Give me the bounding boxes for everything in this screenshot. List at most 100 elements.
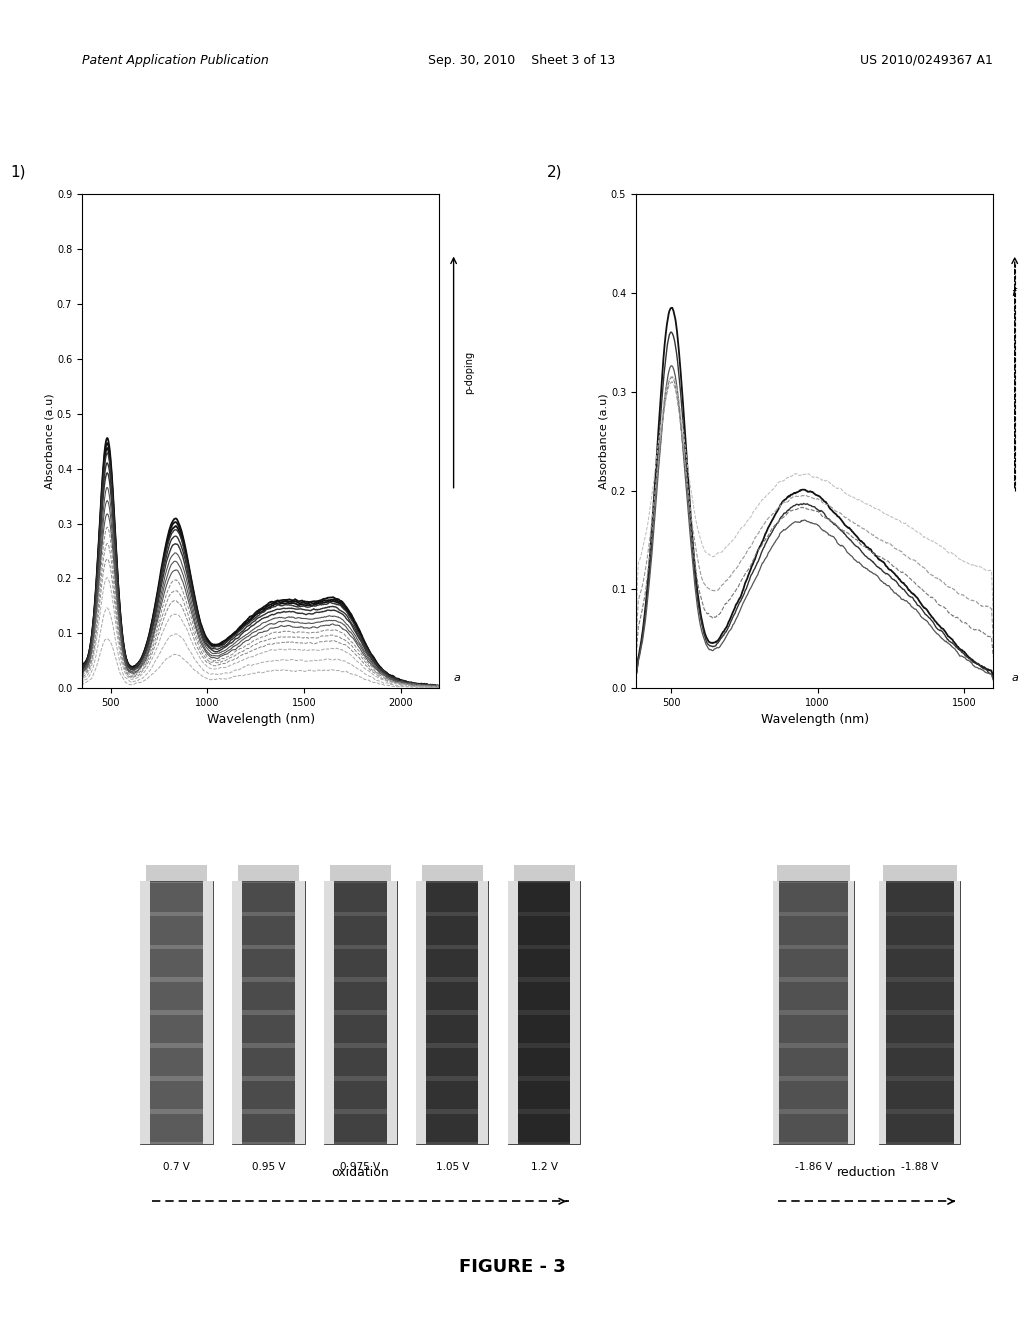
Text: oxidation: oxidation — [332, 1167, 389, 1179]
Bar — [330, 883, 391, 912]
Bar — [422, 916, 483, 945]
Bar — [883, 949, 956, 977]
X-axis label: Wavelength (nm): Wavelength (nm) — [207, 714, 314, 726]
Bar — [422, 1015, 483, 1043]
Y-axis label: Absorbance (a.u): Absorbance (a.u) — [598, 393, 608, 490]
Bar — [514, 1114, 574, 1142]
X-axis label: Wavelength (nm): Wavelength (nm) — [761, 714, 868, 726]
Bar — [773, 880, 854, 1144]
Bar — [238, 866, 299, 880]
Bar — [238, 1081, 299, 1109]
Bar — [232, 880, 305, 1144]
Bar — [325, 880, 396, 1144]
Bar — [883, 916, 956, 945]
Text: US 2010/0249367 A1: US 2010/0249367 A1 — [860, 54, 993, 67]
Bar — [883, 1081, 956, 1109]
Bar — [238, 1114, 299, 1142]
Text: 0.7 V: 0.7 V — [163, 1162, 190, 1172]
Bar — [777, 1048, 850, 1076]
Bar — [203, 880, 213, 1144]
Bar — [422, 1081, 483, 1109]
Bar — [883, 866, 956, 880]
Bar — [238, 916, 299, 945]
Bar — [330, 1015, 391, 1043]
Bar — [880, 880, 886, 1144]
Bar — [777, 1081, 850, 1109]
Bar — [416, 880, 488, 1144]
Text: FIGURE - 3: FIGURE - 3 — [459, 1258, 565, 1276]
Text: a: a — [1011, 673, 1018, 684]
Bar — [146, 982, 207, 1010]
Bar — [422, 866, 483, 880]
Text: 0.975 V: 0.975 V — [340, 1162, 381, 1172]
Bar — [238, 1015, 299, 1043]
Bar — [570, 880, 581, 1144]
Bar — [330, 982, 391, 1010]
Bar — [514, 866, 574, 880]
Bar — [880, 880, 961, 1144]
Text: -1.88 V: -1.88 V — [901, 1162, 939, 1172]
Y-axis label: Absorbance (a.u): Absorbance (a.u) — [44, 393, 54, 490]
Bar — [330, 1114, 391, 1142]
Bar — [883, 1048, 956, 1076]
Bar — [514, 1015, 574, 1043]
Bar — [330, 866, 391, 880]
Text: 1.05 V: 1.05 V — [435, 1162, 469, 1172]
Bar — [514, 1081, 574, 1109]
Bar — [883, 883, 956, 912]
Bar — [422, 1048, 483, 1076]
Bar — [773, 880, 779, 1144]
Text: a: a — [454, 673, 461, 684]
Text: p-doping: p-doping — [464, 351, 474, 393]
Bar — [146, 1015, 207, 1043]
Bar — [416, 880, 426, 1144]
Bar — [238, 949, 299, 977]
Bar — [140, 880, 213, 1144]
Text: Patent Application Publication: Patent Application Publication — [82, 54, 268, 67]
Bar — [883, 982, 956, 1010]
Bar — [146, 883, 207, 912]
Bar — [330, 949, 391, 977]
Bar — [777, 866, 850, 880]
Bar — [514, 916, 574, 945]
Bar — [777, 982, 850, 1010]
Bar — [478, 880, 488, 1144]
Bar — [883, 1114, 956, 1142]
Text: 2): 2) — [547, 165, 562, 180]
Bar — [422, 949, 483, 977]
Bar — [325, 880, 334, 1144]
Bar — [232, 880, 243, 1144]
Bar — [777, 949, 850, 977]
Bar — [514, 1048, 574, 1076]
Bar — [422, 1114, 483, 1142]
Bar — [146, 866, 207, 880]
Bar — [954, 880, 961, 1144]
Bar — [777, 1015, 850, 1043]
Bar — [422, 883, 483, 912]
Bar — [848, 880, 854, 1144]
Bar — [330, 1048, 391, 1076]
Bar — [514, 982, 574, 1010]
Bar — [883, 1015, 956, 1043]
Text: Sep. 30, 2010    Sheet 3 of 13: Sep. 30, 2010 Sheet 3 of 13 — [428, 54, 615, 67]
Bar — [777, 1114, 850, 1142]
Bar — [514, 949, 574, 977]
Bar — [330, 1081, 391, 1109]
Text: 1): 1) — [10, 165, 26, 180]
Bar — [777, 916, 850, 945]
Bar — [238, 883, 299, 912]
Text: 1.2 V: 1.2 V — [530, 1162, 558, 1172]
Text: -1.86 V: -1.86 V — [795, 1162, 833, 1172]
Bar — [777, 883, 850, 912]
Bar — [146, 1114, 207, 1142]
Bar — [238, 1048, 299, 1076]
Bar — [508, 880, 518, 1144]
Bar — [146, 916, 207, 945]
Text: f: f — [1011, 288, 1015, 298]
Bar — [330, 916, 391, 945]
Bar — [238, 982, 299, 1010]
Bar — [387, 880, 396, 1144]
Text: 0.95 V: 0.95 V — [252, 1162, 286, 1172]
Bar — [295, 880, 305, 1144]
Bar — [514, 883, 574, 912]
